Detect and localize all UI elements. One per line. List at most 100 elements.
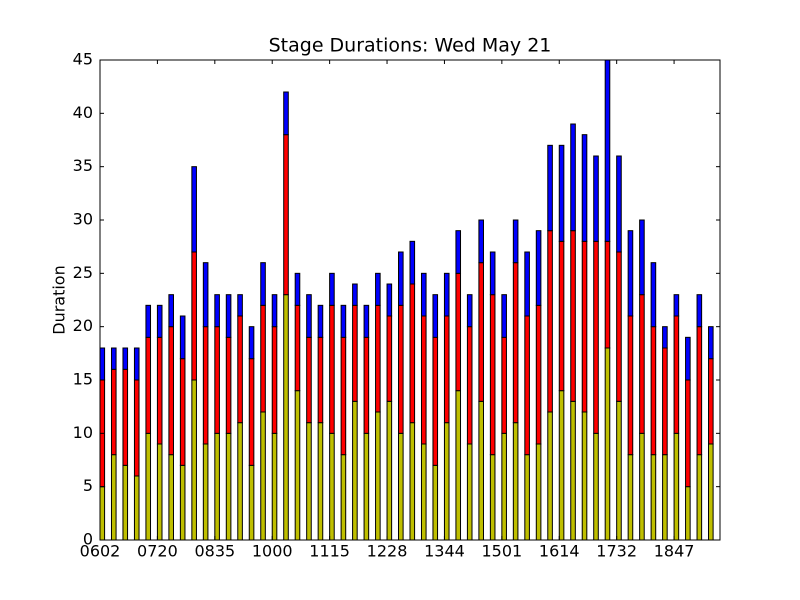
bar-segment [708, 358, 714, 445]
bar-segment [616, 400, 622, 541]
bar-segment [283, 91, 289, 136]
bar-segment [386, 400, 393, 541]
x-tick-label: 1115 [309, 542, 350, 561]
bar-segment [478, 219, 484, 264]
bar-segment [524, 454, 530, 541]
bar-segment [432, 294, 439, 338]
bar-segment [570, 230, 576, 402]
bar-segment [420, 272, 427, 317]
bar-segment [340, 336, 347, 456]
bar-segment [639, 219, 645, 296]
bar-segment [558, 390, 565, 541]
bar-segment [145, 336, 152, 434]
x-tick-label: 1847 [654, 542, 695, 561]
bar-segment [455, 230, 462, 274]
bar-segment [191, 166, 197, 253]
bar-segment [271, 432, 278, 541]
bar-segment [168, 326, 174, 456]
y-tick-label: 40 [73, 103, 93, 122]
y-tick-label: 20 [73, 316, 93, 335]
bar-segment [478, 262, 484, 402]
bar-segment [191, 379, 197, 541]
bar-segment [524, 315, 530, 456]
y-tick-label: 35 [73, 156, 93, 175]
bar-segment [409, 240, 416, 285]
bar-segment [673, 294, 680, 317]
bar-segment [294, 272, 301, 306]
bar-segment [317, 422, 324, 541]
bar-segment [581, 134, 588, 242]
bar-segment [260, 262, 266, 306]
bar-segment [593, 240, 599, 434]
bar-segment [179, 464, 186, 541]
y-tick-label: 25 [73, 263, 93, 282]
bar-segment [110, 454, 117, 541]
bar-segment [662, 326, 668, 349]
bar-segment [145, 304, 152, 338]
bar-segment [535, 304, 542, 445]
bar-segment [627, 315, 634, 456]
y-tick-label: 15 [73, 370, 93, 389]
bar-segment [604, 347, 611, 541]
bar-segment [283, 134, 289, 296]
bar-segment [696, 454, 703, 541]
bar-segment [294, 304, 301, 392]
bar-segment [547, 144, 553, 232]
bar-segment [352, 304, 358, 402]
bar-segment [375, 304, 381, 413]
bar-segment [685, 486, 691, 541]
y-tick-label: 30 [73, 210, 93, 229]
bar-segment [581, 411, 588, 541]
bar-segment [156, 443, 163, 541]
bar-segment [443, 422, 450, 541]
bar-segment [110, 347, 117, 370]
bar-segment [604, 59, 611, 242]
bar-segment [616, 155, 622, 253]
bar-segment [329, 432, 335, 541]
bar-segment [352, 400, 358, 541]
bar-segment [122, 368, 129, 466]
x-tick-label: 0720 [137, 542, 178, 561]
bar-segment [386, 283, 393, 317]
bar-segment [306, 294, 312, 338]
bar-segment [248, 358, 255, 466]
bar-segment [685, 379, 691, 488]
x-tick-label: 1501 [481, 542, 522, 561]
bar-segment [191, 251, 197, 381]
bar-segment [202, 262, 209, 328]
bar-segment [122, 347, 129, 370]
bar-segment [639, 294, 645, 434]
x-tick-label: 1614 [539, 542, 580, 561]
bar-segment [340, 304, 347, 338]
bar-segment [363, 432, 370, 541]
bar-segment [133, 379, 140, 477]
bar-segment [501, 336, 507, 434]
bar-segment [581, 240, 588, 413]
bar-segment [271, 326, 278, 434]
bar-segment [443, 272, 450, 317]
bar-segment [133, 475, 140, 541]
bar-segment [225, 432, 232, 541]
y-tick-label: 0 [83, 530, 93, 549]
y-tick-label: 10 [73, 423, 93, 442]
bar-segment [627, 454, 634, 541]
bar-segment [145, 432, 152, 541]
bar-segment [627, 230, 634, 317]
bar-segment [168, 454, 174, 541]
bar-segment [99, 486, 106, 541]
bar-segment [455, 390, 462, 541]
bar-segment [432, 336, 439, 466]
bar-segment [489, 251, 496, 296]
bar-segment [398, 251, 404, 306]
bar-segment [329, 304, 335, 434]
bar-segment [179, 315, 186, 360]
bar-segment [535, 443, 542, 541]
x-tick-label: 0602 [80, 542, 121, 561]
x-tick-label: 1000 [252, 542, 293, 561]
bar-segment [363, 336, 370, 434]
bar-segment [708, 326, 714, 360]
bar-segment [214, 326, 220, 434]
bar-segment [547, 230, 553, 413]
